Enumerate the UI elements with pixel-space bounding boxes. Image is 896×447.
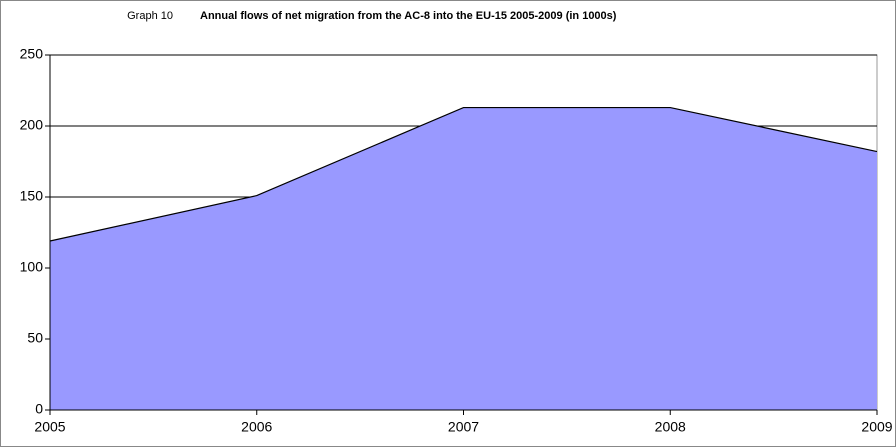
x-tick-label: 2007 (448, 419, 479, 435)
y-tick-label: 150 (20, 188, 44, 204)
y-tick-label: 250 (20, 46, 44, 62)
chart-title: Annual flows of net migration from the A… (200, 10, 617, 22)
y-tick-label: 0 (35, 401, 43, 417)
area (50, 107, 877, 410)
y-tick-label: 200 (20, 117, 44, 133)
area-outline (49, 106, 878, 242)
y-tick-label: 100 (20, 259, 44, 275)
x-tick-label: 2008 (655, 419, 686, 435)
x-tick-label: 2009 (861, 419, 892, 435)
x-tick-label: 2006 (241, 419, 272, 435)
y-tick-label: 50 (27, 330, 43, 346)
x-tick-label: 2005 (34, 419, 65, 435)
figure-label: Graph 10 (127, 10, 173, 22)
